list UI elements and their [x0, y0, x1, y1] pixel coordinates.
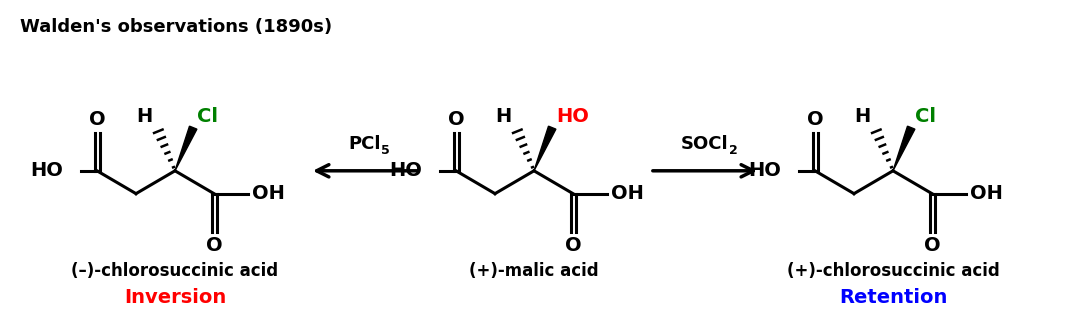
Text: O: O	[924, 236, 940, 255]
Text: O: O	[89, 110, 106, 129]
Text: H: H	[137, 107, 153, 126]
Text: (+)-malic acid: (+)-malic acid	[469, 262, 599, 280]
Text: HO: HO	[556, 107, 590, 126]
Text: 5: 5	[381, 144, 390, 157]
Text: OH: OH	[252, 184, 285, 203]
Text: (–)-chlorosuccinic acid: (–)-chlorosuccinic acid	[72, 262, 279, 280]
Text: OH: OH	[970, 184, 1003, 203]
Text: Walden's observations (1890s): Walden's observations (1890s)	[20, 18, 332, 36]
Text: O: O	[806, 110, 823, 129]
Text: Inversion: Inversion	[124, 288, 226, 307]
Text: (+)-chlorosuccinic acid: (+)-chlorosuccinic acid	[787, 262, 1000, 280]
Text: 2: 2	[729, 144, 738, 157]
Text: HO: HO	[749, 161, 781, 180]
Text: PCl: PCl	[349, 135, 381, 153]
Text: O: O	[206, 236, 222, 255]
Text: Retention: Retention	[838, 288, 947, 307]
Text: Cl: Cl	[198, 107, 218, 126]
Text: H: H	[854, 107, 870, 126]
Text: O: O	[565, 236, 581, 255]
Text: SOCl: SOCl	[681, 135, 728, 153]
Text: Cl: Cl	[915, 107, 937, 126]
Polygon shape	[534, 126, 556, 171]
Text: O: O	[447, 110, 465, 129]
Text: OH: OH	[611, 184, 644, 203]
Text: HO: HO	[390, 161, 422, 180]
Text: HO: HO	[30, 161, 63, 180]
Polygon shape	[175, 126, 197, 171]
Polygon shape	[893, 126, 915, 171]
Text: H: H	[496, 107, 512, 126]
